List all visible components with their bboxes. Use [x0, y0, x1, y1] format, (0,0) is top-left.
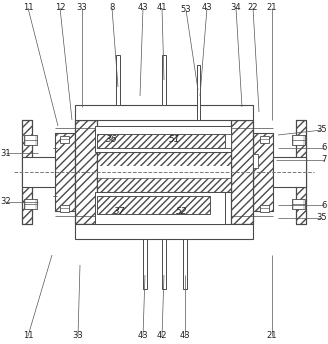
Bar: [183, 239, 187, 289]
Text: 43: 43: [138, 3, 148, 12]
Bar: [97, 178, 231, 192]
Text: 53: 53: [181, 6, 191, 14]
Bar: [97, 196, 210, 214]
Text: 43: 43: [180, 332, 190, 341]
Text: 51: 51: [169, 135, 181, 143]
Text: 8: 8: [109, 3, 115, 12]
Bar: [162, 55, 166, 105]
Bar: [95, 192, 225, 224]
Bar: [296, 120, 306, 224]
Bar: [59, 204, 69, 212]
Text: 11: 11: [23, 3, 33, 12]
Bar: [259, 204, 269, 212]
Bar: [75, 120, 97, 224]
Text: 36: 36: [106, 135, 118, 143]
Bar: [22, 157, 55, 187]
Bar: [97, 196, 210, 214]
Text: 33: 33: [72, 332, 83, 341]
Bar: [97, 166, 231, 178]
Bar: [75, 105, 253, 120]
Bar: [97, 134, 225, 148]
Bar: [231, 120, 253, 224]
Bar: [253, 154, 258, 168]
Text: 33: 33: [77, 3, 87, 12]
Text: 31: 31: [1, 149, 11, 158]
Bar: [24, 135, 36, 145]
Bar: [24, 199, 36, 209]
Text: 6: 6: [321, 201, 327, 209]
Bar: [162, 239, 166, 289]
Text: 22: 22: [248, 3, 258, 12]
Text: 21: 21: [267, 3, 277, 12]
Bar: [292, 135, 304, 145]
Bar: [253, 133, 273, 211]
Text: 35: 35: [317, 214, 327, 223]
Bar: [116, 55, 120, 105]
Text: 37: 37: [114, 206, 126, 215]
Text: 7: 7: [321, 155, 327, 164]
Bar: [225, 134, 231, 148]
Bar: [231, 120, 253, 224]
Text: 43: 43: [202, 3, 212, 12]
Bar: [197, 65, 200, 120]
Text: 52: 52: [176, 206, 188, 215]
Text: 11: 11: [23, 332, 33, 341]
Text: 32: 32: [1, 197, 11, 206]
Bar: [273, 157, 306, 187]
Bar: [95, 126, 231, 152]
Text: 21: 21: [267, 332, 277, 341]
Bar: [97, 152, 231, 166]
Text: 35: 35: [317, 126, 327, 135]
Text: 42: 42: [157, 332, 167, 341]
Bar: [22, 120, 32, 224]
Text: 41: 41: [157, 3, 167, 12]
Text: 34: 34: [231, 3, 241, 12]
Bar: [97, 134, 225, 148]
Bar: [143, 239, 147, 289]
Bar: [75, 224, 253, 239]
Bar: [296, 120, 306, 224]
Bar: [75, 120, 97, 224]
Bar: [97, 152, 231, 192]
Bar: [97, 152, 231, 192]
Text: 43: 43: [138, 332, 148, 341]
Bar: [292, 199, 304, 209]
Bar: [259, 136, 269, 142]
Bar: [55, 133, 75, 211]
Bar: [22, 120, 32, 224]
Bar: [55, 133, 75, 211]
Text: 6: 6: [321, 143, 327, 152]
Bar: [253, 133, 273, 211]
Bar: [59, 136, 69, 142]
Text: 12: 12: [55, 3, 65, 12]
